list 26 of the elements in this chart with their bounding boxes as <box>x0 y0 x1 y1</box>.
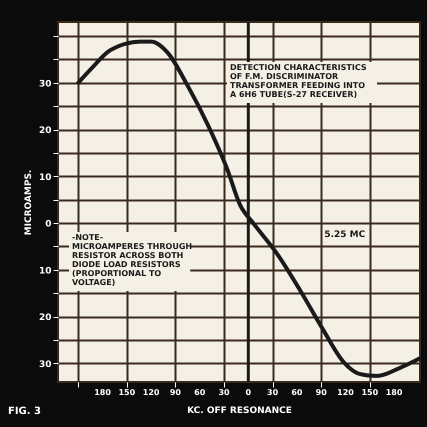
x-tick-label: 30 <box>218 388 230 397</box>
x-tick-label: 90 <box>170 388 182 397</box>
x-axis-title: KC. OFF RESONANCE <box>187 406 292 416</box>
annotation: DETECTION CHARACTERISTICS OF F.M. DISCRIMINATOR TRANSFORMER FEEDING INTO A 6H6 TUBE(S-27 RECEIVER) <box>230 63 367 99</box>
y-tick-label: 10 <box>38 266 52 276</box>
x-tick-label: 180 <box>386 388 403 397</box>
y-axis-title: MICROAMPS. <box>24 170 34 236</box>
x-tick-label: 90 <box>316 388 328 397</box>
annotation: -NOTE- MICROAMPERES THROUGH RESISTOR ACROSS BOTH DIODE LOAD RESISTORS (PROPORTIONAL TO VOLTAGE) <box>72 233 192 287</box>
x-tick-label: 180 <box>94 388 112 397</box>
x-tick-label: 0 <box>246 388 252 397</box>
caption: FIG. 3 <box>8 406 42 417</box>
y-tick-label: 10 <box>38 172 52 183</box>
y-tick-label: 30 <box>38 79 52 90</box>
x-tick-label: 120 <box>337 388 354 397</box>
y-tick-label: 0 <box>45 220 52 230</box>
x-tick-label: 60 <box>194 388 206 397</box>
x-tick-label: 60 <box>291 388 303 397</box>
x-tick-label: 30 <box>267 388 279 397</box>
x-tick-label: 150 <box>361 388 379 397</box>
x-tick-label: 150 <box>118 388 136 397</box>
ref-line-label: 5.25 MC <box>324 230 366 240</box>
y-tick-label: 20 <box>38 126 52 136</box>
y-tick-label: 30 <box>38 360 52 370</box>
x-tick-label: 120 <box>142 388 160 397</box>
y-tick-label: 20 <box>38 313 52 324</box>
